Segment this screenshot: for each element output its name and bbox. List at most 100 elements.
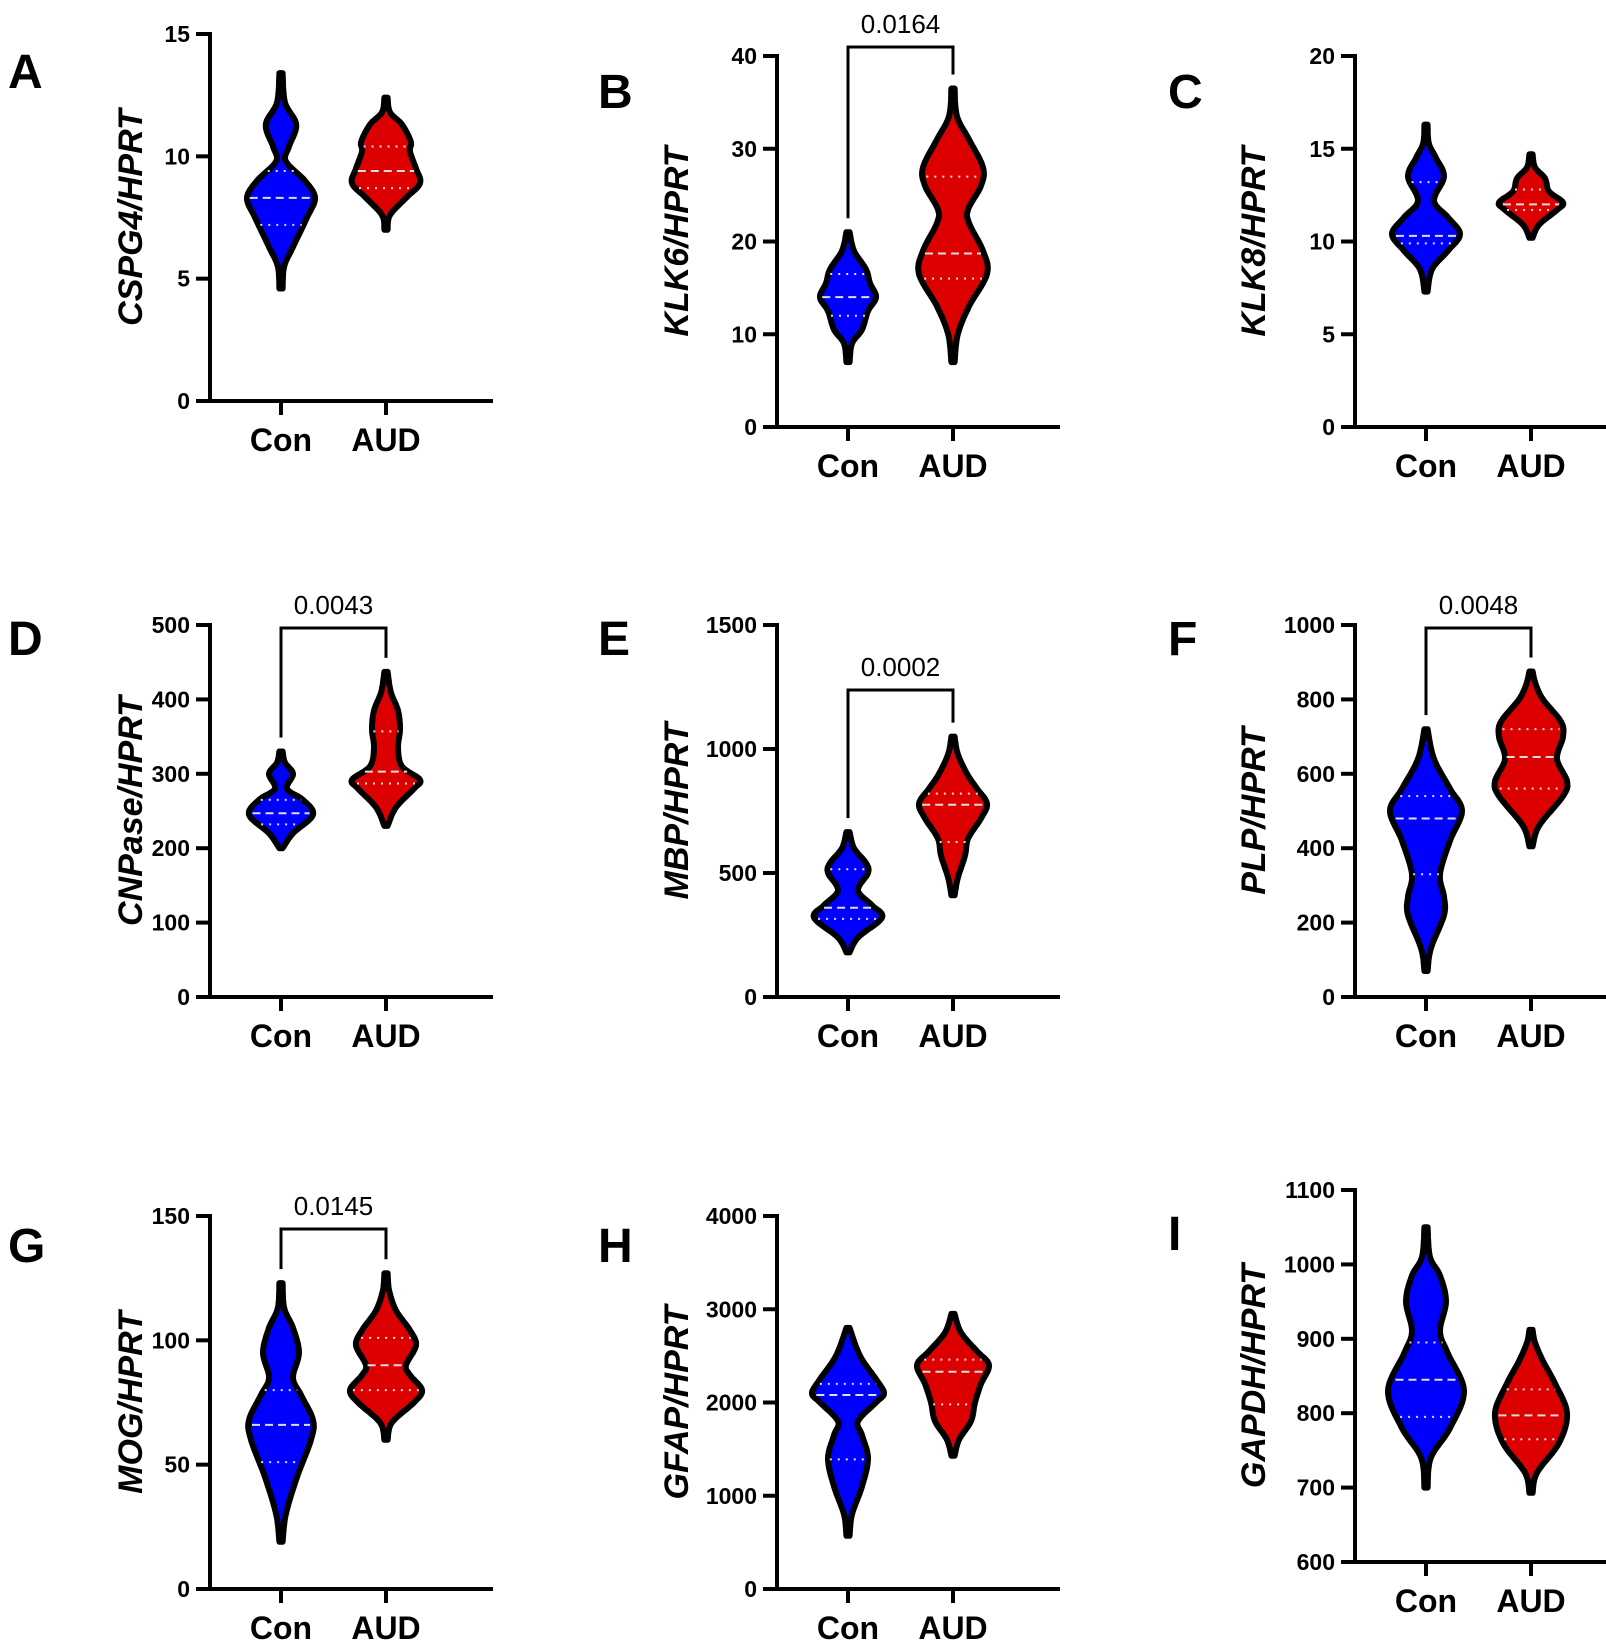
significance-bracket [846,688,955,819]
panel-A: A CSPG4/HPRT 0 5 10 15 Con AUD [8,21,493,458]
x-tick-label: AUD [1496,1018,1565,1054]
x-tick-label: Con [250,1610,312,1642]
y-tick-label: 200 [152,835,190,861]
panel-C: C KLK8/HPRT 0 5 10 15 20 Con AUD [1168,43,1606,484]
violin-aud [915,85,991,366]
violin-aud [348,94,424,233]
x-tick-label: Con [250,422,312,458]
y-tick-label: 1500 [706,612,757,638]
y-tick-label: 0 [1322,984,1335,1010]
y-tick-label: 500 [152,612,190,638]
violin-con [1387,726,1465,974]
y-tick-label: 0 [744,1576,757,1602]
p-value-label: 0.0048 [1439,590,1519,620]
panel-D: D CNPase/HPRT 0 100 200 300 400 500 Con AUD 0.0043 [8,590,493,1054]
y-tick-label: 30 [731,136,757,162]
panel-letter: I [1168,1208,1181,1261]
violin-aud [1495,151,1567,241]
panel-I: I GAPDH/HPRT 600 700 800 900 1000 1100 Con AUD [1168,1177,1606,1619]
y-tick-label: 0 [1322,414,1335,440]
panel-letter: D [8,613,43,666]
y-tick-label: 200 [1297,910,1335,936]
x-tick-label: Con [817,448,879,484]
violin-con [244,70,318,292]
y-tick-label: 500 [719,860,757,886]
x-tick-label: AUD [351,1018,420,1054]
violin-aud [346,1270,426,1443]
y-axis-label: CSPG4/HPRT [112,106,150,326]
y-tick-label: 0 [744,984,757,1010]
x-tick-label: Con [817,1018,879,1054]
y-tick-label: 400 [152,686,190,712]
y-tick-label: 0 [177,1576,190,1602]
y-tick-label: 300 [152,761,190,787]
p-value-label: 0.0164 [861,9,941,39]
y-axis-label: KLK8/HPRT [1235,143,1273,336]
x-tick-label: AUD [1496,448,1565,484]
y-tick-label: 10 [1309,229,1335,255]
y-tick-label: 15 [1309,136,1335,162]
x-tick-label: AUD [1496,1583,1565,1619]
y-tick-label: 900 [1297,1326,1335,1352]
y-axis-label: GFAP/HPRT [658,1302,696,1499]
y-tick-label: 800 [1297,686,1335,712]
x-tick-label: Con [1395,1583,1457,1619]
y-tick-label: 150 [152,1203,190,1229]
y-tick-label: 100 [152,910,190,936]
violin-con [810,829,886,956]
significance-bracket [279,626,388,738]
y-axis-label: CNPase/HPRT [112,693,150,926]
panel-E: E MBP/HPRT 0 500 1000 1500 Con AUD 0.0002 [598,612,1060,1054]
y-axis-label: MBP/HPRT [658,719,696,899]
panel-G: G MOG/HPRT 0 50 100 150 Con AUD 0.0145 [8,1191,493,1642]
p-value-label: 0.0145 [294,1191,374,1221]
significance-bracket [279,1227,388,1270]
panel-letter: H [598,1220,633,1273]
y-tick-label: 3000 [706,1296,757,1322]
y-axis-label: MOG/HPRT [112,1308,150,1494]
y-tick-label: 1000 [1284,1251,1335,1277]
violin-aud [914,1310,992,1459]
y-axis-label: PLP/HPRT [1235,724,1273,895]
panel-letter: E [598,613,630,666]
violin-con [245,748,317,852]
y-tick-label: 20 [731,229,757,255]
violin-con [817,229,879,366]
x-tick-label: Con [250,1018,312,1054]
y-tick-label: 5 [1322,321,1335,347]
panel-letter: B [598,66,633,119]
significance-bracket [1424,626,1533,716]
panel-letter: C [1168,66,1203,119]
violin-con [1389,121,1463,295]
violin-con [809,1324,887,1539]
x-tick-label: AUD [918,1018,987,1054]
y-tick-label: 2000 [706,1390,757,1416]
x-tick-label: AUD [351,422,420,458]
p-value-label: 0.0002 [861,652,941,682]
violin-aud [1491,668,1571,850]
x-tick-label: Con [817,1610,879,1642]
violin-aud [348,668,424,829]
y-tick-label: 1000 [706,736,757,762]
y-tick-label: 0 [177,388,190,414]
y-tick-label: 0 [177,984,190,1010]
y-axis-label: GAPDH/HPRT [1235,1261,1273,1488]
x-tick-label: AUD [918,448,987,484]
y-tick-label: 1000 [1284,612,1335,638]
y-tick-label: 40 [731,43,757,69]
y-tick-label: 600 [1297,1549,1335,1575]
y-tick-label: 4000 [706,1203,757,1229]
y-tick-label: 10 [164,143,190,169]
panel-B: B KLK6/HPRT 0 10 20 30 40 Con AUD 0.0164 [598,9,1060,484]
y-tick-label: 800 [1297,1400,1335,1426]
y-tick-label: 5 [177,266,190,292]
x-tick-label: AUD [351,1610,420,1642]
y-tick-label: 400 [1297,835,1335,861]
y-axis-label: KLK6/HPRT [658,143,696,336]
significance-bracket [846,45,955,219]
y-tick-label: 0 [744,414,757,440]
y-tick-label: 50 [164,1452,190,1478]
y-tick-label: 1100 [1285,1177,1335,1203]
x-tick-label: AUD [918,1610,987,1642]
